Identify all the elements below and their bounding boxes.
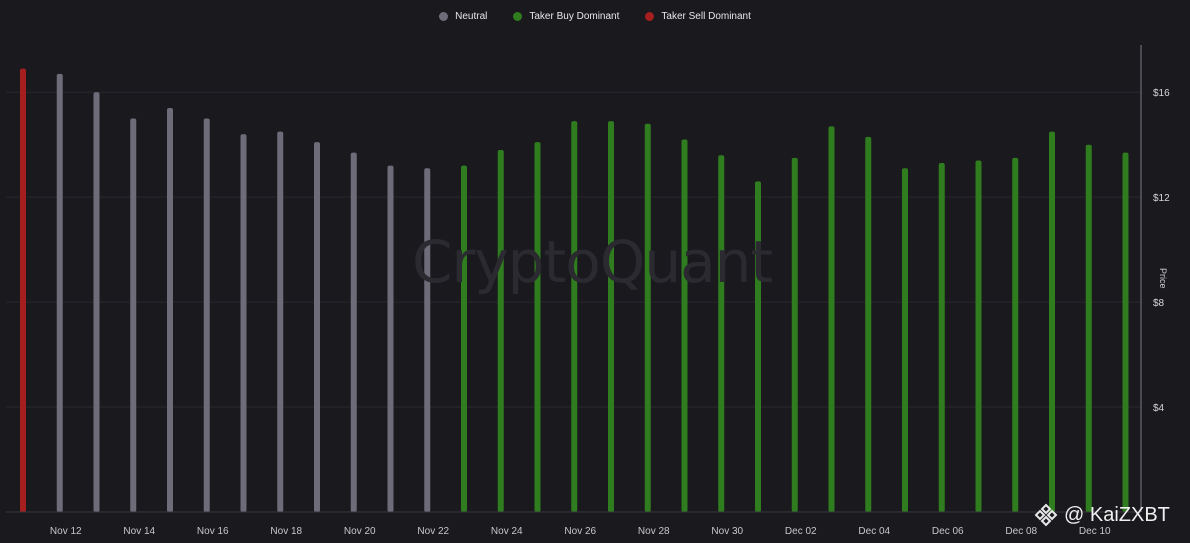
- x-tick-label: Dec 06: [932, 526, 964, 537]
- bar-buy[interactable]: Nov 25: 14.1: [534, 142, 541, 512]
- y-tick-label: $4: [1153, 403, 1165, 414]
- x-tick-label: Nov 30: [711, 526, 743, 537]
- x-tick-label: Nov 22: [417, 526, 449, 537]
- legend-item-buy[interactable]: Taker Buy Dominant: [513, 11, 619, 22]
- x-tick-label: Dec 04: [858, 526, 890, 537]
- bar-neutral[interactable]: Nov 12: 16.7: [56, 73, 63, 512]
- bar-buy[interactable]: Dec 06: 13.3: [938, 163, 945, 512]
- bar-neutral[interactable]: Nov 20: 13.7: [350, 152, 357, 512]
- legend-label-sell: Taker Sell Dominant: [661, 11, 751, 22]
- bar-buy[interactable]: Dec 02: 13.5: [791, 157, 798, 512]
- credit-text: @ KaiZXBT: [1064, 503, 1170, 526]
- bar-neutral[interactable]: Nov 18: 14.5: [277, 131, 284, 512]
- author-credit: @ KaiZXBT: [1034, 503, 1170, 527]
- bar-buy[interactable]: Dec 05: 13.1: [902, 168, 908, 512]
- x-tick-label: Nov 26: [564, 526, 596, 537]
- x-tick-label: Nov 18: [270, 526, 302, 537]
- bar-buy[interactable]: Nov 23: 13.2: [461, 165, 467, 512]
- axes: $4 $8 $12 $16 Nov 12 Nov 14 Nov 16 Nov 18 Nov 20…: [6, 45, 1170, 537]
- bars: Nov 11: 16.9 Nov 12: 16.7 Nov 13: 16 Nov 14…: [20, 68, 1129, 513]
- x-tick-label: Nov 14: [123, 526, 155, 537]
- x-tick-label: Dec 10: [1079, 526, 1111, 537]
- legend-dot-neutral: [439, 12, 449, 21]
- y-tick-label: $16: [1153, 88, 1170, 99]
- bar-neutral[interactable]: Nov 19: 14.1: [314, 142, 320, 512]
- legend-item-neutral[interactable]: Neutral: [439, 11, 487, 22]
- bar-buy[interactable]: Nov 24: 13.8: [497, 149, 504, 512]
- bar-buy[interactable]: Dec 01: 12.6: [755, 181, 761, 512]
- watermark: CryptoQuant: [412, 228, 773, 296]
- legend-dot-buy: [513, 12, 523, 21]
- bar-buy[interactable]: Dec 11: 13.7: [1122, 152, 1129, 512]
- x-tick-label: Nov 12: [50, 526, 82, 537]
- x-tick-label: Nov 24: [491, 526, 523, 537]
- bar-buy[interactable]: Nov 27: 14.9: [608, 121, 614, 513]
- x-tick-label: Nov 16: [197, 526, 229, 537]
- legend-item-sell[interactable]: Taker Sell Dominant: [645, 11, 751, 22]
- y-tick-label: $12: [1153, 193, 1170, 204]
- bar-buy[interactable]: Dec 10: 14: [1085, 144, 1092, 512]
- y-tick-label: $8: [1153, 298, 1165, 309]
- bar-neutral[interactable]: Nov 16: 15: [203, 118, 210, 513]
- bar-buy[interactable]: Nov 30: 13.6: [718, 155, 725, 512]
- bar-sell[interactable]: Nov 11: 16.9: [20, 68, 26, 512]
- legend-dot-sell: [645, 12, 655, 21]
- bar-buy[interactable]: Dec 09: 14.5: [1049, 131, 1055, 512]
- bar-neutral[interactable]: Nov 14: 15: [130, 118, 137, 513]
- binance-diamond-icon: [1034, 503, 1058, 527]
- bar-buy[interactable]: Dec 08: 13.5: [1012, 157, 1019, 512]
- bar-buy[interactable]: Dec 04: 14.3: [865, 136, 872, 512]
- legend-label-buy: Taker Buy Dominant: [529, 11, 620, 22]
- bar-buy[interactable]: Dec 03: 14.7: [828, 126, 835, 513]
- x-tick-label: Dec 08: [1005, 526, 1037, 537]
- bar-buy[interactable]: Nov 28: 14.8: [644, 123, 651, 513]
- x-tick-label: Nov 20: [344, 526, 376, 537]
- bar-neutral[interactable]: Nov 15: 15.4: [167, 107, 173, 512]
- bar-buy[interactable]: Dec 07: 13.4: [975, 160, 982, 512]
- bar-buy[interactable]: Nov 29: 14.2: [681, 139, 688, 512]
- bar-neutral[interactable]: Nov 22: 13.1: [424, 168, 431, 512]
- x-tick-label: Dec 02: [785, 526, 817, 537]
- x-tick-label: Nov 28: [638, 526, 670, 537]
- bar-neutral[interactable]: Nov 13: 16: [93, 92, 100, 512]
- bar-neutral[interactable]: Nov 17: 14.4: [240, 134, 247, 512]
- bar-neutral[interactable]: Nov 21: 13.2: [387, 165, 394, 512]
- y-axis-label: Price: [1158, 268, 1168, 289]
- bar-buy[interactable]: Nov 26: 14.9: [571, 121, 578, 513]
- legend-label-neutral: Neutral: [455, 11, 488, 22]
- legend: Neutral Taker Buy Dominant Taker Sell Do…: [0, 11, 1190, 22]
